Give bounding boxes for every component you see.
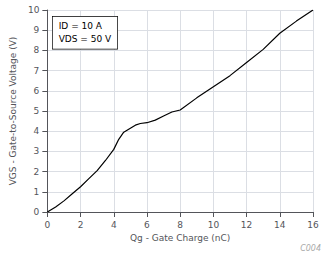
svg-text:VGS - Gate-to-Source Voltage (: VGS - Gate-to-Source Voltage (V) xyxy=(8,37,18,186)
svg-text:5: 5 xyxy=(34,106,40,116)
svg-text:8: 8 xyxy=(177,220,183,230)
svg-text:4: 4 xyxy=(34,126,40,136)
svg-text:14: 14 xyxy=(274,220,286,230)
svg-text:ID = 10 A: ID = 10 A xyxy=(59,21,103,31)
svg-text:1: 1 xyxy=(34,187,40,197)
svg-text:2: 2 xyxy=(34,167,40,177)
svg-text:C004: C004 xyxy=(300,244,321,253)
svg-text:12: 12 xyxy=(241,220,252,230)
svg-text:3: 3 xyxy=(34,146,40,156)
svg-text:Qg - Gate Charge (nC): Qg - Gate Charge (nC) xyxy=(130,233,230,243)
svg-text:0: 0 xyxy=(44,220,50,230)
svg-text:9: 9 xyxy=(34,25,40,35)
svg-text:8: 8 xyxy=(34,45,40,55)
svg-text:VDS = 50 V: VDS = 50 V xyxy=(59,34,112,44)
svg-text:6: 6 xyxy=(34,86,40,96)
svg-text:6: 6 xyxy=(144,220,150,230)
svg-text:4: 4 xyxy=(111,220,117,230)
svg-text:10: 10 xyxy=(208,220,220,230)
svg-text:7: 7 xyxy=(34,66,40,76)
svg-text:2: 2 xyxy=(78,220,84,230)
svg-text:0: 0 xyxy=(34,207,40,217)
svg-text:16: 16 xyxy=(307,220,319,230)
svg-text:10: 10 xyxy=(28,5,40,15)
